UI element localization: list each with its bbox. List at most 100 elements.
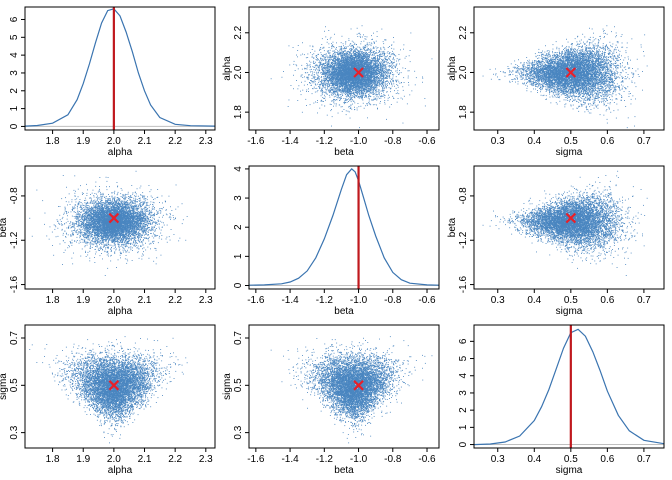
sample-point xyxy=(346,99,348,101)
sample-point xyxy=(358,59,360,61)
sample-point xyxy=(371,74,372,76)
sample-point xyxy=(393,65,395,67)
sample-point xyxy=(335,72,336,74)
sample-point xyxy=(358,56,360,58)
sample-point xyxy=(373,64,374,66)
sample-point xyxy=(393,98,395,99)
sample-point xyxy=(391,62,393,64)
sample-point xyxy=(368,93,370,95)
sample-point xyxy=(380,51,382,53)
sample-point xyxy=(371,57,373,59)
sample-point xyxy=(341,48,343,50)
sample-point xyxy=(358,79,359,81)
sample-point xyxy=(309,60,310,62)
sample-point xyxy=(352,62,354,63)
sample-point xyxy=(331,89,332,90)
sample-point xyxy=(300,54,302,56)
sample-point xyxy=(340,71,342,73)
sample-point xyxy=(370,87,372,89)
sample-point xyxy=(345,85,346,87)
sample-point xyxy=(368,60,369,61)
sample-point xyxy=(355,53,357,55)
sample-point xyxy=(334,90,335,92)
sample-point xyxy=(326,73,328,75)
sample-point xyxy=(381,95,383,97)
sample-point xyxy=(346,101,348,103)
sample-point xyxy=(366,96,367,98)
sample-point xyxy=(364,54,366,55)
sample-point xyxy=(392,77,394,79)
sample-point xyxy=(323,67,325,68)
sample-point xyxy=(333,73,335,75)
sample-point xyxy=(353,100,355,102)
sample-point xyxy=(363,71,365,73)
sample-point xyxy=(328,62,330,64)
sample-point xyxy=(372,73,373,75)
sample-point xyxy=(364,81,366,83)
sample-point xyxy=(309,45,311,47)
sample-point xyxy=(347,45,349,47)
x-tick-label: 1.9 xyxy=(76,136,90,147)
sample-point xyxy=(318,67,320,69)
sample-point xyxy=(365,59,367,60)
sample-point xyxy=(409,50,411,51)
sample-point xyxy=(365,64,367,65)
sample-point xyxy=(363,34,364,36)
sample-point xyxy=(377,69,379,71)
sample-point xyxy=(345,87,346,89)
sample-point xyxy=(329,71,330,73)
sample-point xyxy=(303,54,305,56)
sample-point xyxy=(321,38,323,40)
sample-point xyxy=(350,47,352,49)
sample-point xyxy=(357,55,359,57)
sample-point xyxy=(372,79,374,81)
sample-point xyxy=(365,77,367,79)
sample-point xyxy=(325,82,327,84)
sample-point xyxy=(338,46,340,48)
sample-point xyxy=(373,66,375,68)
sample-point xyxy=(331,70,333,72)
sample-point xyxy=(270,78,272,80)
sample-point xyxy=(323,86,325,88)
sample-point xyxy=(365,57,367,59)
sample-point xyxy=(369,68,371,70)
sample-point xyxy=(376,36,378,37)
sample-point xyxy=(378,70,380,72)
sample-point xyxy=(372,84,373,86)
sample-point xyxy=(297,45,299,46)
sample-point xyxy=(325,92,327,94)
sample-point xyxy=(332,73,334,75)
sample-point xyxy=(328,67,330,68)
sample-point xyxy=(348,89,350,91)
sample-point xyxy=(351,79,352,81)
sample-point xyxy=(365,94,367,96)
sample-point xyxy=(367,64,369,66)
sample-point xyxy=(362,85,364,86)
sample-point xyxy=(354,61,356,63)
sample-point xyxy=(362,91,364,93)
sample-point xyxy=(325,61,326,63)
sample-point xyxy=(400,97,402,99)
sample-point xyxy=(338,73,340,74)
sample-point xyxy=(346,69,347,70)
sample-point xyxy=(373,65,374,67)
sample-point xyxy=(345,83,346,85)
sample-point xyxy=(302,42,303,44)
sample-point xyxy=(325,75,326,77)
sample-point xyxy=(346,99,348,100)
sample-point xyxy=(372,69,374,71)
sample-point xyxy=(337,50,338,52)
sample-point xyxy=(325,55,327,57)
sample-point xyxy=(309,69,311,71)
sample-point xyxy=(318,80,320,82)
sample-point xyxy=(370,87,372,88)
sample-point xyxy=(320,47,322,48)
sample-point xyxy=(361,72,363,74)
sample-point xyxy=(338,104,340,106)
sample-point xyxy=(382,95,384,97)
sample-point xyxy=(339,66,341,68)
sample-point xyxy=(358,78,360,80)
sample-point xyxy=(331,81,333,83)
sample-point xyxy=(344,59,345,61)
sample-point xyxy=(340,96,341,98)
